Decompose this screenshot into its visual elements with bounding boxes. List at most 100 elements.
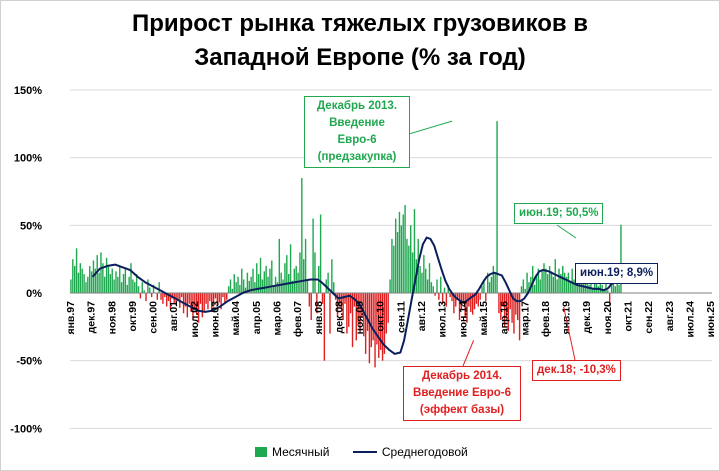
bar-monthly	[490, 276, 493, 293]
bar-monthly	[410, 225, 412, 293]
bar-monthly	[150, 293, 153, 298]
bar-monthly	[278, 238, 281, 293]
bar-monthly	[272, 286, 275, 293]
bar-monthly	[432, 286, 434, 293]
bar-monthly	[394, 218, 397, 293]
y-tick-label: -50%	[16, 356, 42, 368]
bar-monthly	[340, 293, 342, 310]
bar-monthly	[321, 293, 324, 304]
bar-monthly	[554, 259, 556, 293]
bar-monthly	[241, 268, 243, 293]
bar-monthly	[396, 232, 399, 293]
annotation-dec2013-line1: Декабрь 2013.	[316, 100, 398, 112]
bar-monthly	[501, 293, 504, 307]
x-tick-label: окт.21	[623, 301, 635, 332]
bar-monthly	[462, 293, 464, 304]
bar-monthly	[535, 274, 538, 293]
x-tick-label: апр.16	[499, 301, 511, 334]
bar-monthly	[137, 286, 140, 293]
annotation-dec2014-line1: Декабрь 2014.	[421, 370, 503, 382]
bar-monthly	[376, 293, 378, 345]
bar-monthly	[387, 293, 389, 323]
bar-monthly	[573, 279, 575, 293]
x-tick-label: июн.03	[210, 301, 222, 338]
bar-monthly	[124, 268, 127, 293]
bar-monthly	[357, 293, 359, 323]
chart-title-line2: Западной Европе (% за год)	[194, 44, 526, 71]
bar-monthly	[507, 293, 510, 331]
bar-monthly	[72, 259, 74, 293]
bar-monthly	[406, 238, 408, 293]
bar-monthly	[438, 293, 440, 300]
bar-monthly	[492, 265, 495, 293]
bar-monthly	[115, 271, 117, 293]
bar-monthly	[94, 268, 97, 293]
bar-monthly	[363, 293, 365, 337]
x-tick-label: май.04	[230, 301, 242, 336]
x-tick-label: дек.97	[86, 301, 98, 334]
bar-monthly	[488, 282, 491, 293]
bar-monthly	[79, 263, 82, 293]
annotation-jun19-monthly: июн.19; 50,5%	[514, 203, 604, 224]
x-tick-label: мар.06	[272, 301, 284, 336]
bar-monthly	[477, 293, 479, 307]
bar-monthly	[284, 263, 286, 293]
bar-monthly	[306, 279, 309, 293]
x-tick-label: июл.24	[685, 301, 697, 338]
bar-monthly	[85, 282, 87, 293]
bar-monthly	[592, 287, 594, 293]
bar-monthly	[556, 279, 558, 293]
x-tick-label: фев.07	[292, 301, 304, 337]
bar-monthly	[327, 272, 329, 293]
bar-monthly	[511, 293, 513, 323]
x-tick-label: сен.22	[643, 301, 655, 334]
x-tick-label: ноя.20	[602, 301, 614, 335]
bar-monthly	[580, 276, 583, 293]
x-tick-label: мар.17	[519, 301, 531, 336]
annotation-dec2013: Декабрь 2013. Введение Евро-6 (предзакуп…	[304, 96, 410, 168]
bar-monthly	[190, 293, 192, 312]
bar-monthly	[239, 284, 241, 293]
bar-monthly	[517, 293, 519, 321]
bar-monthly	[259, 257, 262, 293]
bar-monthly	[237, 276, 239, 293]
bar-monthly	[90, 271, 93, 293]
bar-monthly	[528, 282, 530, 293]
bar-monthly	[177, 293, 179, 302]
bar-monthly	[569, 282, 571, 293]
bar-monthly	[319, 214, 322, 293]
x-tick-label: дек.19	[581, 301, 593, 334]
bar-monthly	[303, 259, 305, 293]
bar-monthly	[169, 293, 172, 310]
bar-monthly	[413, 209, 416, 293]
bar-monthly	[593, 276, 596, 293]
bar-monthly	[263, 271, 265, 293]
bar-monthly	[558, 268, 560, 293]
x-tick-label: ноя.98	[106, 301, 118, 335]
bar-monthly	[608, 293, 611, 307]
bar-monthly	[547, 274, 549, 293]
bar-monthly	[372, 293, 374, 341]
bar-monthly	[430, 282, 433, 293]
x-tick-label: июн.14	[457, 301, 469, 338]
bar-monthly	[252, 268, 254, 293]
bar-monthly	[280, 272, 282, 293]
bar-monthly	[229, 279, 232, 293]
bar-monthly	[402, 214, 404, 293]
x-tick-label: янв.19	[561, 301, 573, 335]
bar-monthly	[242, 279, 245, 293]
bar-monthly	[265, 265, 267, 293]
bar-monthly	[254, 282, 256, 293]
bar-monthly	[605, 282, 607, 293]
bar-monthly	[389, 279, 391, 293]
bar-monthly	[233, 274, 235, 293]
bar-monthly	[304, 238, 307, 293]
bar-monthly	[295, 265, 297, 293]
bar-monthly	[194, 293, 196, 310]
bar-monthly	[256, 263, 258, 293]
bar-monthly	[160, 293, 162, 300]
bar-monthly	[526, 272, 528, 293]
bar-monthly	[336, 293, 339, 318]
bar-monthly	[89, 265, 91, 293]
bar-monthly	[441, 293, 444, 304]
